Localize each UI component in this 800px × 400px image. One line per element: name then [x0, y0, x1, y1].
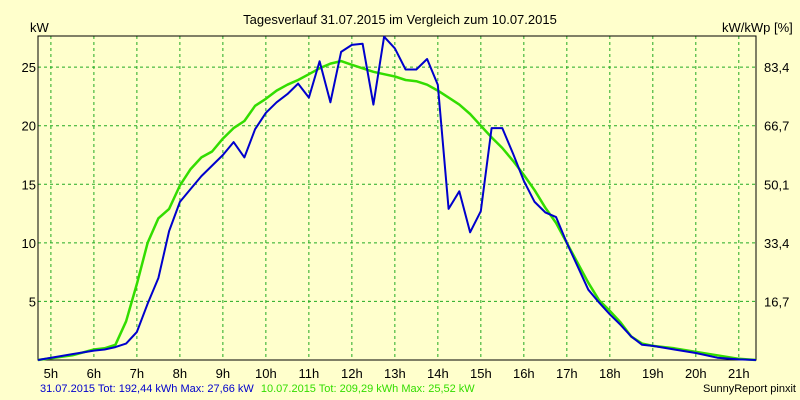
x-tick-label: 6h — [87, 366, 101, 381]
x-tick-label: 20h — [685, 366, 707, 381]
x-tick-label: 21h — [728, 366, 750, 381]
x-tick-label: 8h — [173, 366, 187, 381]
x-tick-label: 13h — [384, 366, 406, 381]
left-y-tick-label: 10 — [22, 236, 36, 251]
series-group — [37, 35, 757, 362]
plot-area — [37, 35, 757, 361]
left-y-tick-label: 5 — [29, 294, 36, 309]
x-tick-label: 12h — [341, 366, 363, 381]
x-tick-label: 19h — [642, 366, 664, 381]
x-tick-label: 18h — [599, 366, 621, 381]
legend-text-31-07: 31.07.2015 Tot: 192,44 kWh Max: 27,66 kW — [40, 383, 254, 395]
x-tick-label: 15h — [470, 366, 492, 381]
right-y-tick-labels: 16,7 33,4 50,1 66,7 83,4 — [764, 60, 789, 309]
chart-title: Tagesverlauf 31.07.2015 im Vergleich zum… — [243, 12, 557, 27]
right-axis-unit: kW/kWp [%] — [722, 20, 793, 35]
chart-credit: SunnyReport pinxit — [703, 383, 796, 395]
series-line-10-07-2015 — [37, 59, 757, 362]
x-tick-label: 14h — [427, 366, 449, 381]
x-tick-label: 9h — [216, 366, 230, 381]
x-tick-label: 16h — [513, 366, 535, 381]
left-y-tick-label: 25 — [22, 60, 36, 75]
legend-series-31-07: 31.07.2015 Tot: 192,44 kWh Max: 27,66 kW… — [40, 383, 475, 395]
right-y-tick-label: 33,4 — [764, 236, 789, 251]
x-tick-label: 5h — [44, 366, 58, 381]
x-tick-label: 10h — [255, 366, 277, 381]
left-y-tick-labels: 5 10 15 20 25 — [22, 60, 36, 309]
x-tick-labels: 5h 6h 7h 8h 9h 10h 11h 12h 13h 14h 15h 16h 17h 18h 19h… — [44, 366, 750, 381]
right-y-tick-label: 66,7 — [764, 119, 789, 134]
legend-text-10-07: 10.07.2015 Tot: 209,29 kWh Max: 25,52 kW — [261, 383, 475, 395]
left-axis-unit: kW — [30, 20, 50, 35]
series-line-31-07-2015 — [37, 35, 757, 361]
right-y-tick-label: 83,4 — [764, 60, 789, 75]
x-tick-label: 17h — [556, 366, 578, 381]
x-tick-label: 7h — [130, 366, 144, 381]
right-y-tick-label: 16,7 — [764, 294, 789, 309]
left-y-tick-label: 20 — [22, 119, 36, 134]
grid — [38, 36, 756, 360]
x-tick-label: 11h — [298, 366, 319, 381]
right-y-tick-label: 50,1 — [764, 177, 789, 192]
left-y-tick-label: 15 — [22, 177, 36, 192]
